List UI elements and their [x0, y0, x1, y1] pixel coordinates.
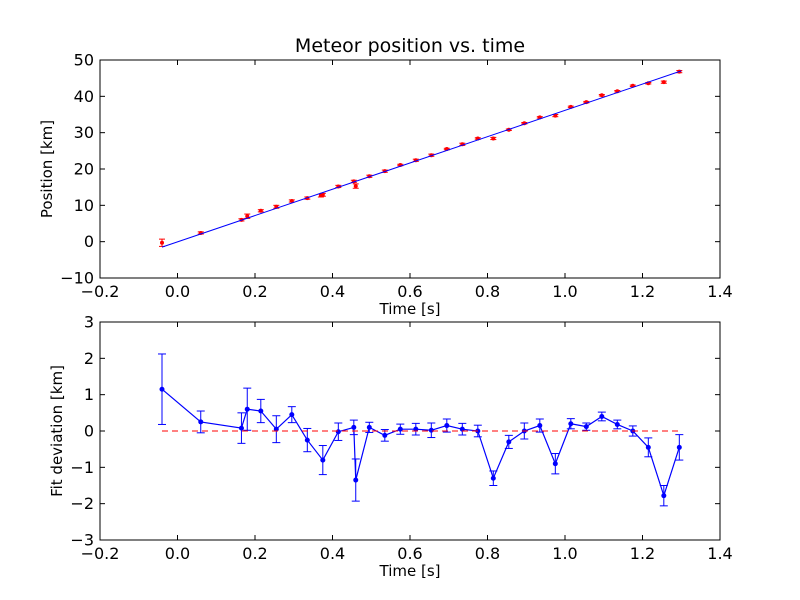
fit-line — [161, 70, 682, 248]
data-point — [258, 208, 263, 213]
data-point — [676, 444, 682, 450]
data-point — [553, 113, 558, 118]
data-point — [245, 214, 250, 219]
position-ticks: −0.2 0.0 0.2 0.4 0.6 0.8 1.0 1.2 1.4 −10 0 10 20 30 40… — [60, 51, 732, 302]
data-point — [238, 425, 244, 431]
data-point — [335, 429, 341, 435]
x-tick-label: 1.2 — [630, 282, 655, 301]
data-point — [444, 423, 450, 429]
x-tick-label: 0.6 — [397, 544, 422, 563]
y-tick-label: 0 — [84, 232, 94, 251]
deviation-plot: Time [s] Fit deviation [km] −0.2 0.0 0.2 0.… — [48, 313, 733, 581]
position-marks — [159, 69, 683, 248]
x-tick-label: 0.0 — [165, 544, 190, 563]
data-point — [258, 408, 264, 414]
y-tick-label: 30 — [74, 123, 94, 142]
data-point — [289, 198, 294, 203]
plot-area — [100, 60, 720, 278]
data-point — [661, 80, 666, 85]
data-point — [568, 421, 574, 427]
deviation-marks — [158, 353, 684, 507]
x-tick-label: 1.4 — [707, 282, 732, 301]
data-point — [353, 184, 358, 189]
data-point — [552, 461, 558, 467]
data-point — [661, 493, 667, 499]
y-tick-label: 0 — [84, 422, 94, 441]
data-point — [304, 437, 310, 443]
data-point — [244, 406, 250, 412]
x-tick-label: 0.8 — [475, 544, 500, 563]
data-point — [159, 386, 165, 392]
y-tick-label: 10 — [74, 196, 94, 215]
data-point — [459, 426, 465, 432]
x-tick-label: 0.8 — [475, 282, 500, 301]
x-tick-label: 1.0 — [552, 282, 577, 301]
x-axis-title: Time [s] — [379, 300, 441, 318]
y-tick-label: −2 — [70, 494, 94, 513]
data-point — [428, 427, 434, 433]
x-tick-label: −0.2 — [81, 282, 120, 301]
data-point — [506, 439, 512, 445]
y-tick-label: 3 — [84, 313, 94, 332]
data-point — [320, 192, 325, 197]
plot-frame — [99, 59, 721, 279]
x-tick-label: 0.0 — [165, 282, 190, 301]
data-point — [351, 424, 357, 430]
x-tick-label: −0.2 — [81, 544, 120, 563]
x-tick-label: 0.2 — [242, 282, 267, 301]
data-point — [537, 423, 543, 429]
x-tick-label: 0.4 — [320, 544, 345, 563]
data-point — [614, 421, 620, 427]
y-tick-label: 50 — [74, 51, 94, 70]
x-tick-label: 0.2 — [242, 544, 267, 563]
data-point — [397, 426, 403, 432]
x-tick-label: 0.6 — [397, 282, 422, 301]
data-point — [491, 136, 496, 141]
data-point — [198, 419, 204, 425]
x-tick-label: 1.2 — [630, 544, 655, 563]
data-point — [645, 444, 651, 450]
data-point — [273, 426, 279, 432]
chart-title: Meteor position vs. time — [295, 35, 525, 57]
x-tick-label: 1.0 — [552, 544, 577, 563]
y-tick-label: −1 — [70, 458, 94, 477]
data-point — [366, 424, 372, 430]
data-point — [583, 424, 589, 430]
data-point — [289, 412, 295, 418]
data-point — [160, 240, 164, 245]
y-tick-label: 2 — [84, 349, 94, 368]
data-point — [413, 426, 419, 432]
y-axis-title: Fit deviation [km] — [48, 365, 66, 497]
data-point — [490, 475, 496, 481]
y-tick-label: −3 — [70, 531, 94, 550]
plot-frame — [99, 321, 721, 541]
position-plot: Meteor position vs. time Time [s] Positi… — [38, 35, 733, 318]
y-tick-label: 20 — [74, 160, 94, 179]
data-point — [599, 413, 605, 419]
x-axis-title: Time [s] — [379, 562, 441, 580]
x-tick-label: 1.4 — [707, 544, 732, 563]
y-tick-label: 1 — [84, 385, 94, 404]
data-point — [382, 432, 388, 438]
data-point — [353, 477, 359, 483]
data-point — [599, 93, 604, 98]
y-axis-title: Position [km] — [38, 120, 56, 218]
y-tick-label: −10 — [60, 269, 94, 288]
y-tick-label: 40 — [74, 87, 94, 106]
data-point — [320, 457, 326, 463]
x-tick-label: 0.4 — [320, 282, 345, 301]
